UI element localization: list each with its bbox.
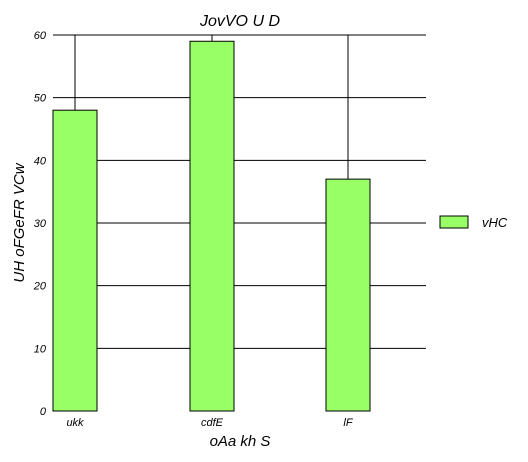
y-axis-label: UH oFGeFR VCw <box>11 162 28 282</box>
x-tick-labels: ukk cdfE lF <box>66 417 353 429</box>
y-tick-label: 50 <box>34 93 47 105</box>
y-tick-label: 10 <box>34 343 47 355</box>
bars <box>52 40 371 412</box>
legend-label: vHC <box>482 215 508 230</box>
bar <box>189 40 235 412</box>
y-tick-labels: 0 10 20 30 40 50 60 <box>33 30 47 418</box>
y-tick-label: 30 <box>34 218 47 230</box>
x-axis-label: oAa kh S <box>210 433 271 450</box>
y-tick-label: 20 <box>33 281 47 293</box>
bar-stems <box>74 35 349 180</box>
x-tick-label: ukk <box>66 417 84 429</box>
bar <box>325 178 371 412</box>
y-tick-label: 40 <box>34 155 47 167</box>
y-tick-label: 0 <box>40 406 47 418</box>
y-tick-label: 60 <box>34 30 47 42</box>
legend: vHC <box>439 215 508 230</box>
legend-swatch <box>439 215 469 229</box>
chart-title: JovVO U D <box>199 13 280 30</box>
x-tick-label: lF <box>343 417 353 429</box>
x-tick-label: cdfE <box>201 417 224 429</box>
bar <box>52 109 98 412</box>
